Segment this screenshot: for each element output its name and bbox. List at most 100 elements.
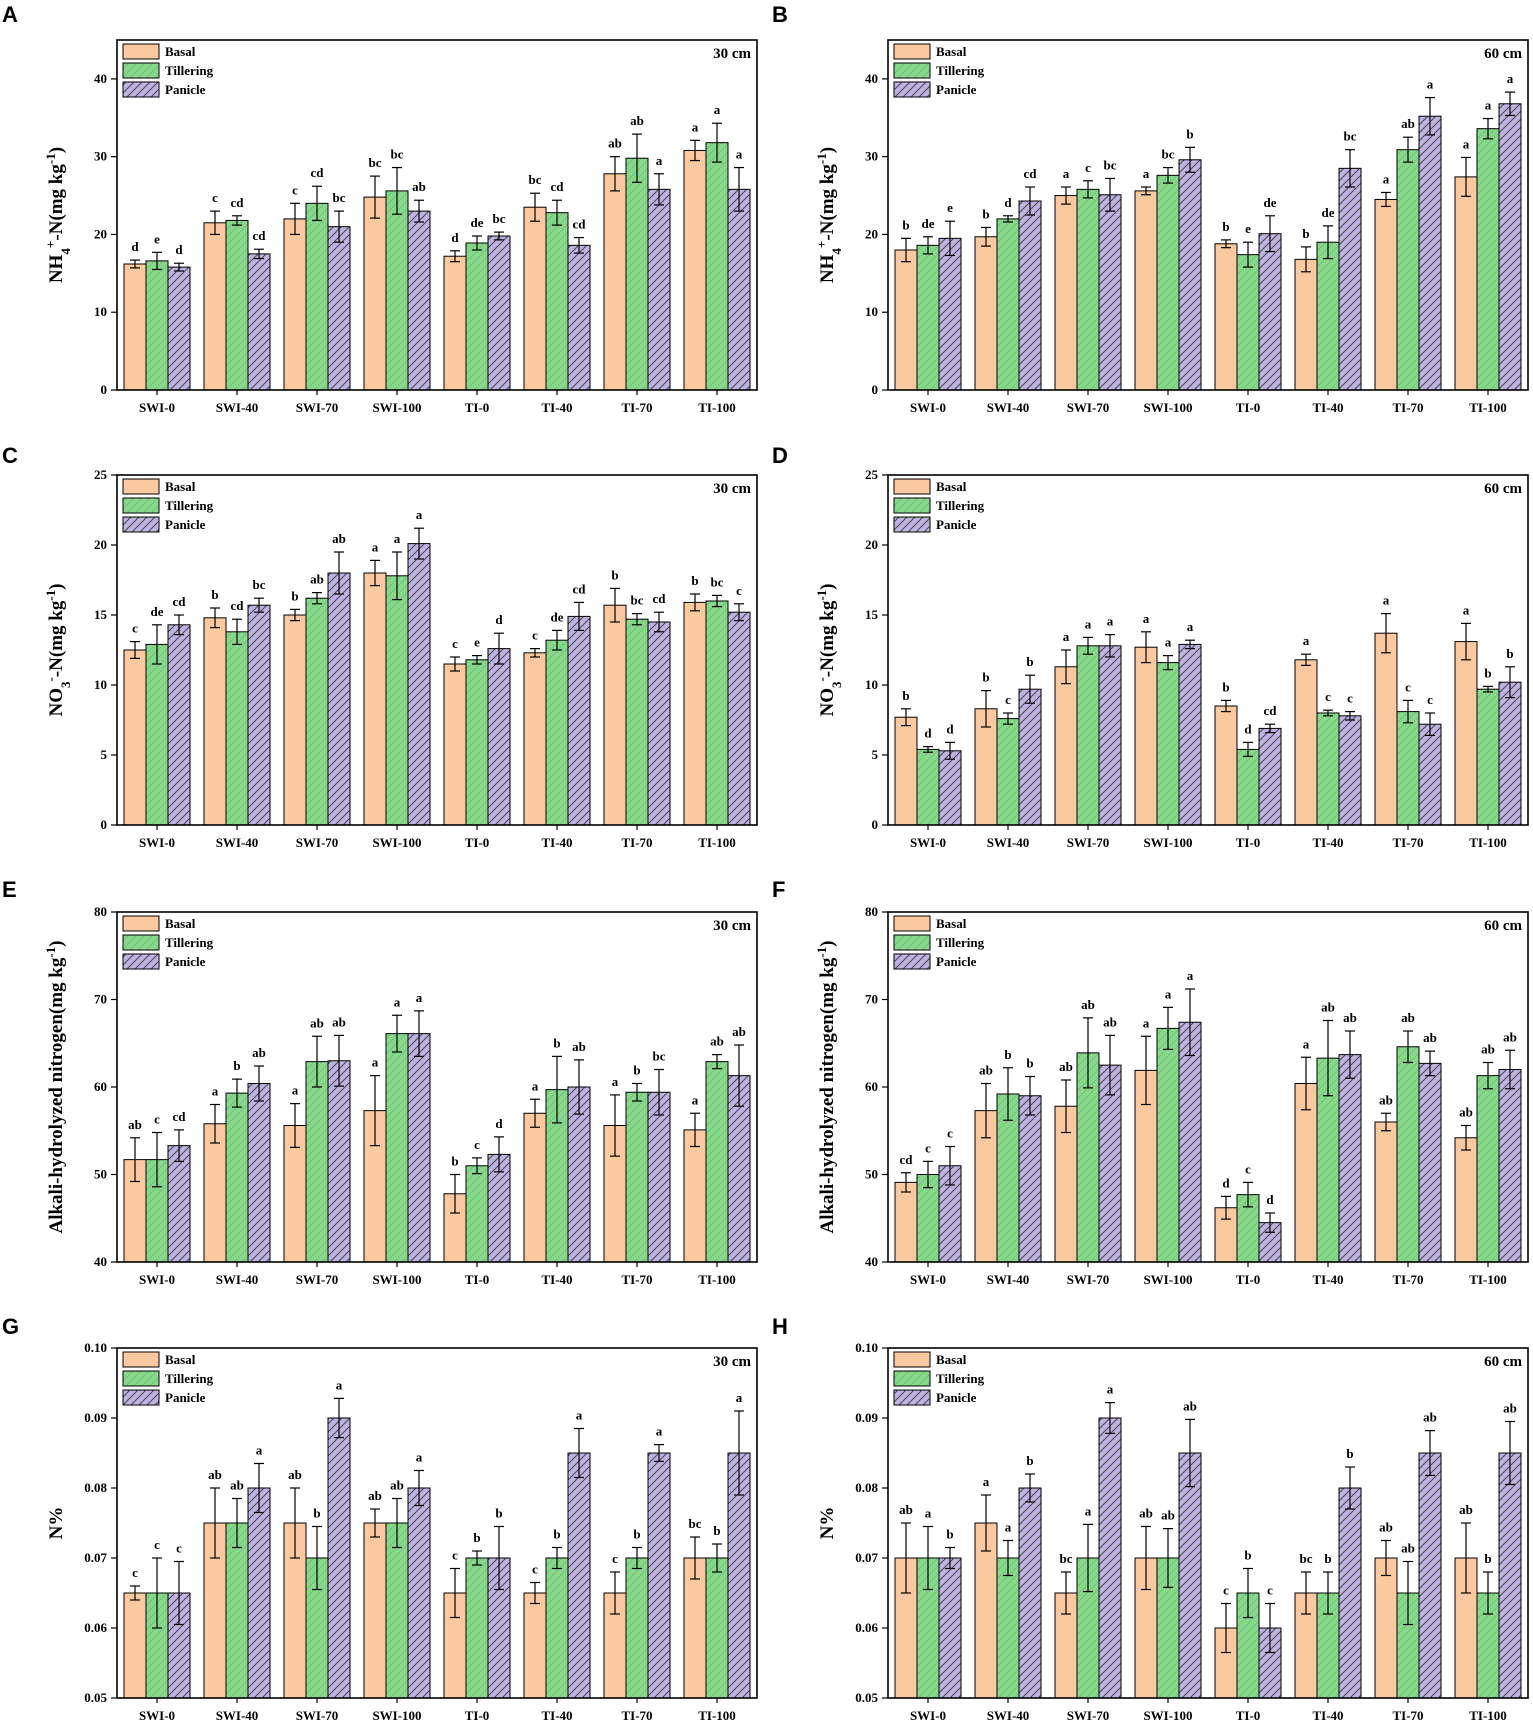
bar-tillering-ti-0 <box>465 1557 489 1699</box>
significance-label: ab <box>310 572 324 587</box>
legend: Basal Tillering Panicle <box>122 43 214 98</box>
bar-tillering-swi-40 <box>996 218 1020 391</box>
significance-label: a <box>1485 98 1492 113</box>
depth-label: 60 cm <box>1484 46 1522 62</box>
bar-basal-swi-100 <box>363 196 387 391</box>
significance-label: a <box>1165 986 1172 1001</box>
plot-frame <box>116 39 758 391</box>
bar-tillering-ti-0 <box>1236 254 1260 391</box>
y-tick-label: 15 <box>865 607 879 622</box>
bar-basal-ti-70 <box>603 173 627 391</box>
legend-swatch-tillering <box>122 934 160 951</box>
significance-label: ab <box>572 1039 586 1054</box>
y-axis-label: Alkali-hydrolyzed nitrogen(mg kg-1) <box>814 940 839 1233</box>
significance-label: ab <box>1379 1520 1393 1535</box>
significance-label: e <box>947 200 953 215</box>
bar-panicle-swi-40 <box>1018 1487 1042 1699</box>
x-tick-label: TI-70 <box>1392 400 1423 415</box>
bar-tillering-swi-0 <box>145 260 169 391</box>
y-tick-label: 0.06 <box>855 1620 878 1635</box>
bar-tillering-swi-70 <box>1076 645 1100 826</box>
significance-label: bc <box>1162 147 1175 162</box>
y-tick-label: 0.09 <box>855 1410 878 1425</box>
significance-label: a <box>212 1084 219 1099</box>
significance-label: ab <box>608 136 622 151</box>
bar-panicle-swi-100 <box>407 1033 431 1263</box>
significance-label: cd <box>173 594 187 609</box>
bar-basal-ti-70 <box>1374 1121 1398 1263</box>
bar-tillering-ti-0 <box>465 242 489 391</box>
significance-label: c <box>736 583 742 598</box>
y-tick-label: 25 <box>94 467 108 482</box>
bar-tillering-ti-70 <box>625 157 649 391</box>
bar-panicle-ti-100 <box>1498 103 1522 391</box>
y-tick-label: 0.07 <box>84 1550 107 1565</box>
bar-tillering-swi-40 <box>996 718 1020 826</box>
bar-tillering-swi-0 <box>145 643 169 826</box>
bar-panicle-swi-40 <box>247 253 271 391</box>
bar-panicle-swi-0 <box>167 624 191 826</box>
significance-label: b <box>611 567 618 582</box>
significance-label: de <box>471 215 484 230</box>
significance-label: a <box>1143 1015 1150 1030</box>
bar-panicle-swi-100 <box>407 210 431 391</box>
significance-label: a <box>1463 136 1470 151</box>
legend-swatch-basal <box>122 43 160 60</box>
significance-label: cd <box>1264 703 1278 718</box>
significance-label: d <box>1004 195 1012 210</box>
x-tick-label: SWI-70 <box>1067 400 1110 415</box>
legend-swatch-panicle <box>893 81 931 98</box>
significance-label: de <box>551 609 564 624</box>
significance-label: c <box>1325 689 1331 704</box>
legend-swatch-panicle <box>122 1389 160 1406</box>
bar-panicle-ti-100 <box>1498 681 1522 826</box>
x-tick-label: TI-70 <box>1392 835 1423 850</box>
y-tick-label: 10 <box>94 304 107 319</box>
significance-label: c <box>1405 679 1411 694</box>
significance-label: ab <box>310 1015 324 1030</box>
significance-label: b <box>713 1523 720 1538</box>
significance-label: c <box>612 1551 618 1566</box>
x-tick-label: SWI-70 <box>296 400 339 415</box>
plot-frame <box>887 474 1529 826</box>
legend-label-tillering: Tillering <box>936 1371 985 1386</box>
x-tick-label: TI-0 <box>1236 1708 1261 1721</box>
depth-label: 30 cm <box>713 481 751 497</box>
significance-label: a <box>1165 635 1172 650</box>
significance-label: a <box>692 119 699 134</box>
x-tick-label: SWI-0 <box>139 1708 175 1721</box>
panel-letter: B <box>772 2 788 27</box>
x-tick-label: TI-40 <box>541 835 572 850</box>
significance-label: de <box>1264 195 1277 210</box>
significance-label: b <box>233 1058 240 1073</box>
bar-panicle-swi-100 <box>1178 1452 1202 1699</box>
x-tick-label: TI-0 <box>1236 400 1261 415</box>
significance-label: a <box>1187 968 1194 983</box>
y-tick-label: 0.05 <box>84 1690 107 1705</box>
significance-label: a <box>372 539 379 554</box>
depth-label: 60 cm <box>1484 481 1522 497</box>
legend-label-basal: Basal <box>165 916 196 931</box>
x-tick-label: SWI-40 <box>987 1708 1030 1721</box>
significance-label: d <box>1222 1175 1230 1190</box>
significance-label: b <box>982 206 989 221</box>
bar-panicle-swi-0 <box>938 750 962 826</box>
significance-label: b <box>291 588 298 603</box>
significance-label: b <box>1506 646 1513 661</box>
legend-label-panicle: Panicle <box>165 517 206 532</box>
y-tick-label: 30 <box>94 149 107 164</box>
bar-tillering-ti-100 <box>705 1557 729 1699</box>
significance-label: ab <box>710 1034 724 1049</box>
bar-panicle-ti-0 <box>1258 233 1282 391</box>
x-tick-label: TI-0 <box>1236 835 1261 850</box>
significance-label: b <box>473 1530 480 1545</box>
bar-tillering-swi-70 <box>305 597 329 826</box>
significance-label: d <box>495 1116 503 1131</box>
bar-tillering-swi-70 <box>305 202 329 391</box>
x-tick-label: SWI-100 <box>1143 400 1192 415</box>
chart-panel-f: F60 cmcdccSWI-0abbbSWI-40abababSWI-70aaa… <box>772 877 1529 1287</box>
bar-panicle-swi-40 <box>247 604 271 826</box>
x-tick-label: TI-40 <box>541 1708 572 1721</box>
y-tick-label: 0.10 <box>84 1340 107 1355</box>
